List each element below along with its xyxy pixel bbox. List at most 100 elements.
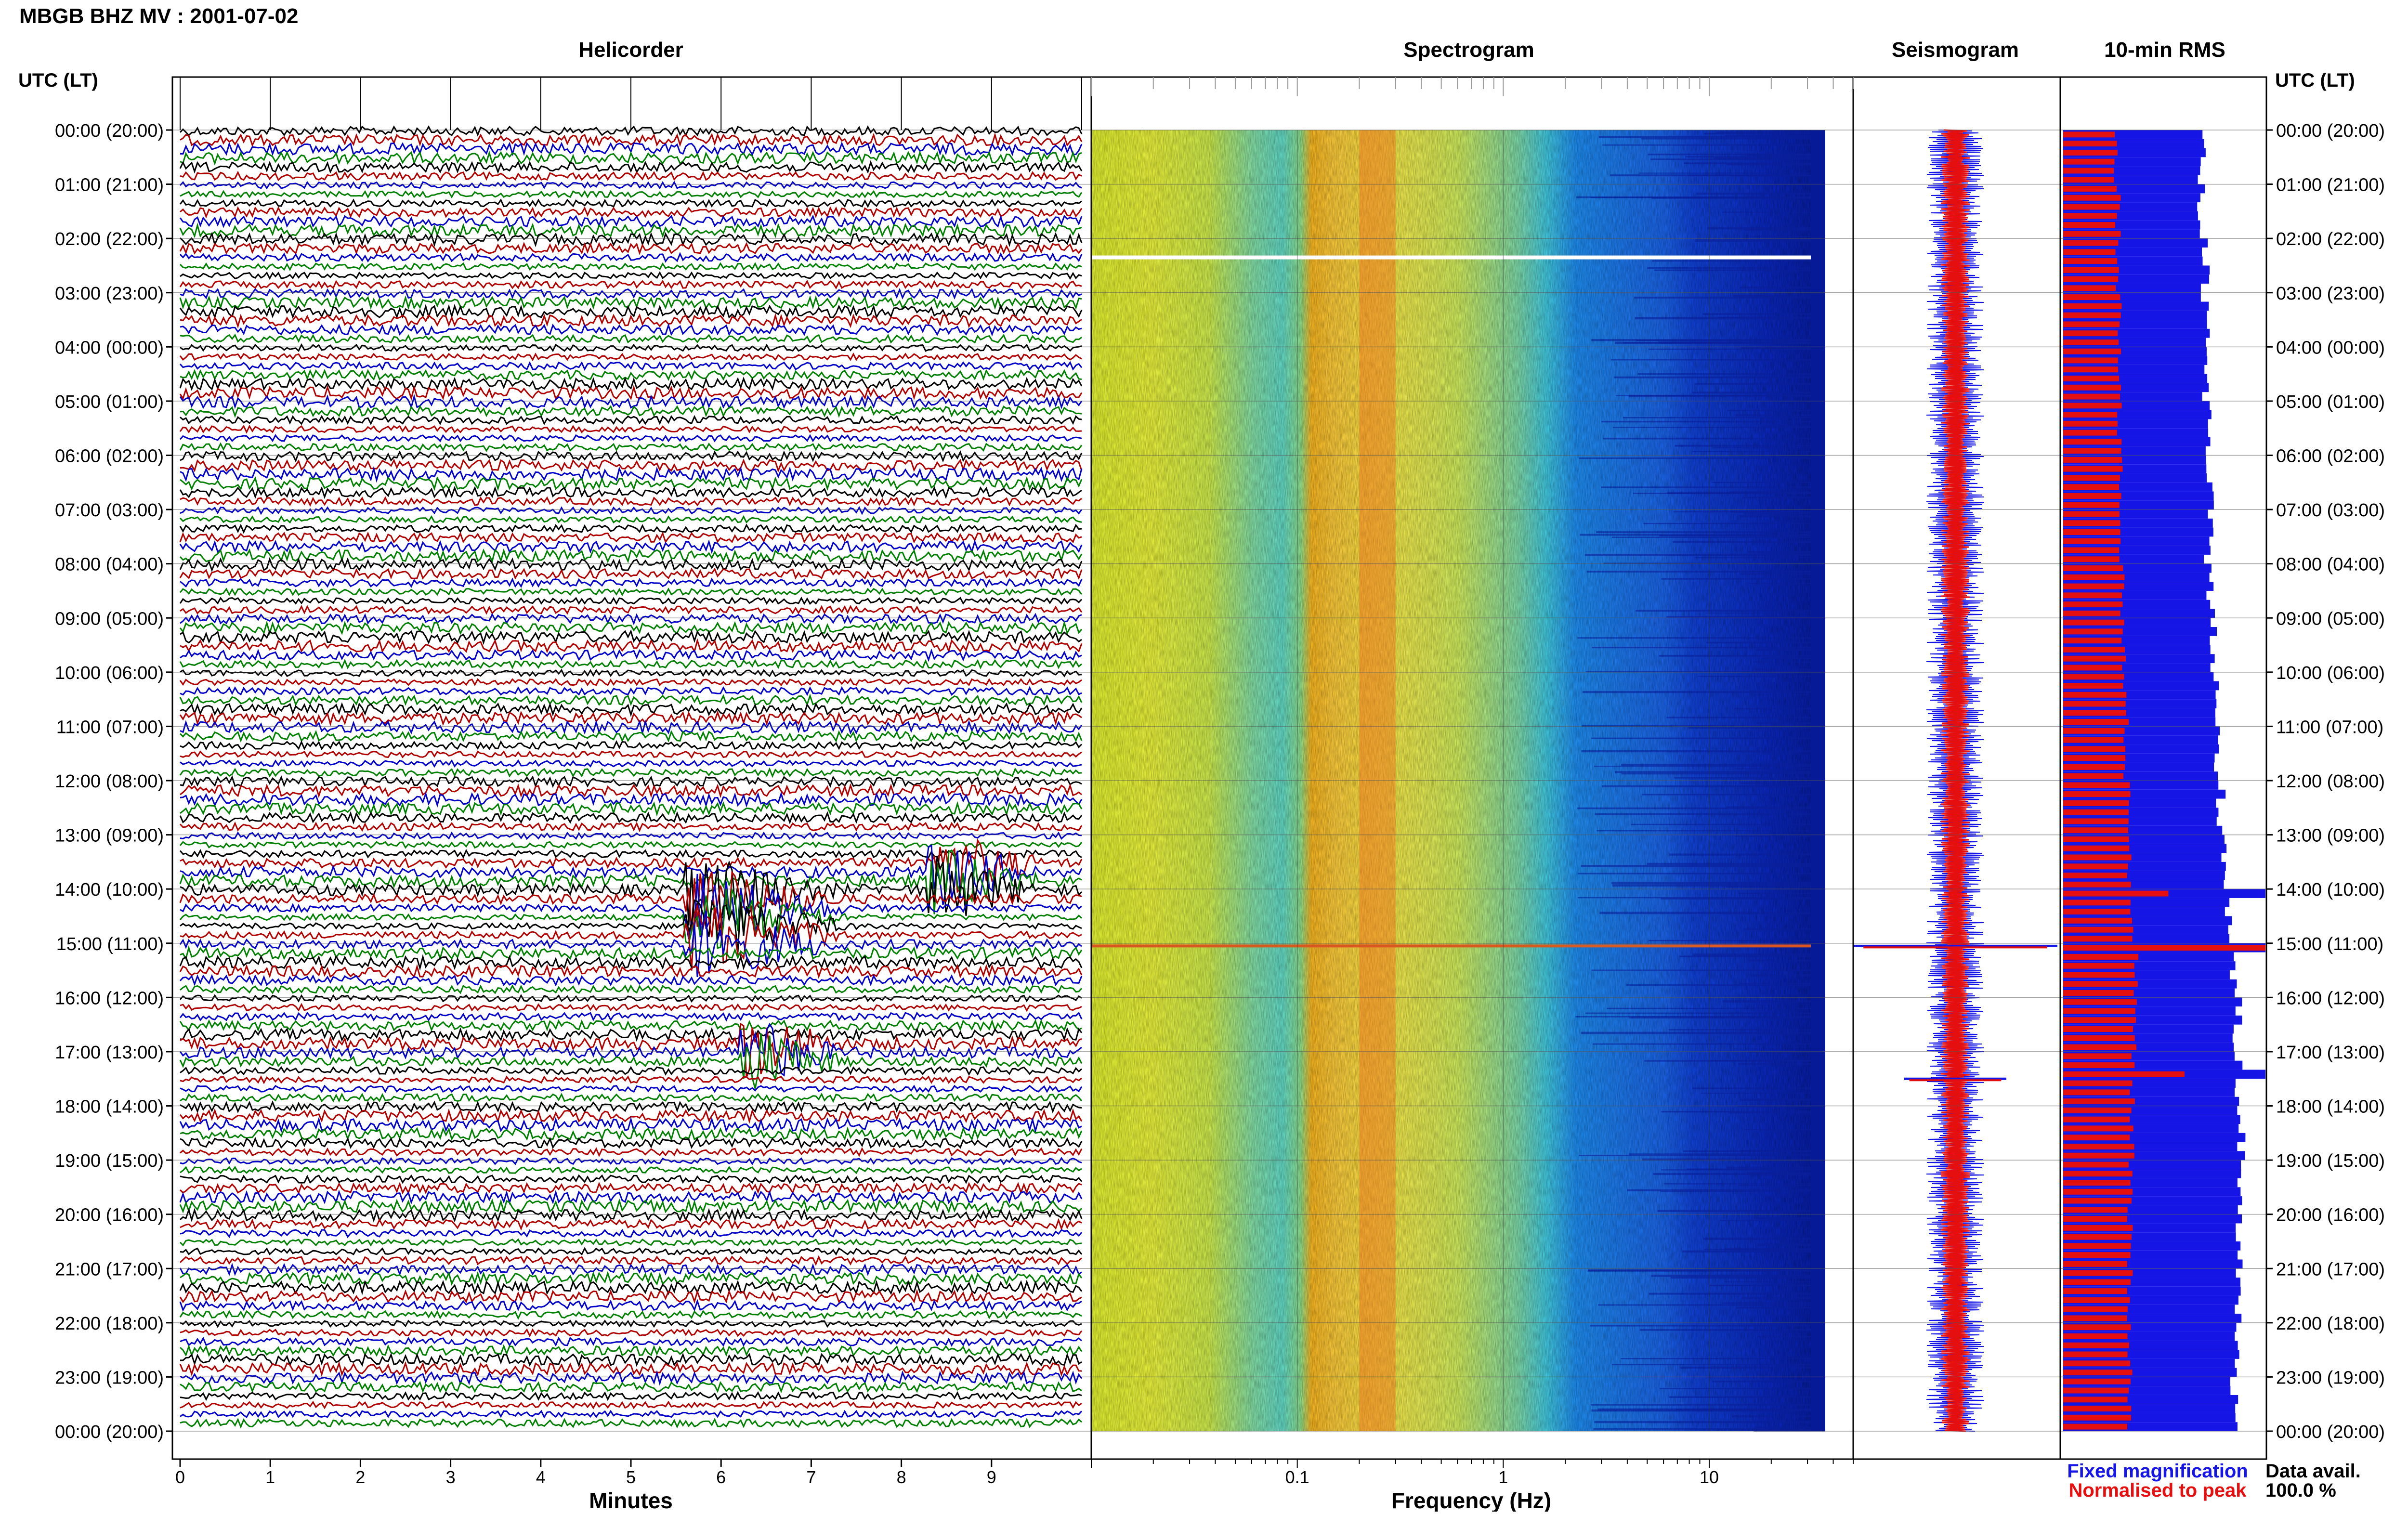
helicorder-trace-line <box>179 710 1082 727</box>
time-label-right: 20:00 (16:00) <box>2276 1205 2385 1226</box>
rms-bar-normalised <box>2063 511 2120 517</box>
spectrogram-x-tick-label: 1 <box>1498 1467 1508 1487</box>
helicorder-trace-line <box>179 485 1082 499</box>
helicorder-trace-line <box>180 206 1083 219</box>
helicorder-trace-line <box>179 953 1083 971</box>
helicorder-trace-line <box>180 466 1083 483</box>
time-label-right: 22:00 (18:00) <box>2276 1314 2385 1334</box>
helicorder-trace-line <box>180 1100 1082 1114</box>
spectrogram-data-gap <box>1091 255 1825 260</box>
helicorder-trace-line <box>180 405 1082 418</box>
spectrogram-title: Spectrogram <box>1403 38 1534 62</box>
rms-bar-normalised <box>2063 1234 2132 1240</box>
helicorder-trace-line <box>179 160 1083 174</box>
helicorder-trace-line <box>179 198 1082 208</box>
time-label-left: 12:00 (08:00) <box>55 771 164 792</box>
helicorder-trace-line <box>179 515 1082 524</box>
rms-bar-normalised <box>2063 357 2118 364</box>
rms-bar-normalised <box>2063 601 2123 608</box>
helicorder-trace-line <box>180 1126 1083 1142</box>
rms-bar-normalised <box>2063 927 2133 933</box>
helicorder-trace-line <box>180 1400 1082 1410</box>
rms-bar-normalised <box>2063 1116 2130 1122</box>
rms-bar-normalised <box>2063 457 2122 463</box>
time-label-right: 08:00 (04:00) <box>2276 555 2385 575</box>
rms-bar-normalised <box>2063 1026 2133 1032</box>
time-label-left: 00:00 (20:00) <box>55 1422 164 1442</box>
helicorder-trace-line <box>180 899 1082 953</box>
helicorder-trace-line <box>179 693 1083 706</box>
helicorder-trace-line <box>180 1352 1082 1368</box>
helicorder-trace-line <box>179 587 1083 597</box>
helicorder-trace-line <box>179 393 1083 410</box>
rms-bar-normalised <box>2063 1135 2130 1141</box>
time-label-left: 03:00 (23:00) <box>55 284 164 304</box>
rms-bar-normalised <box>2063 1162 2129 1168</box>
right-axis-label: UTC (LT) <box>2275 70 2355 91</box>
rms-bar-normalised <box>2063 890 2169 897</box>
rms-bar-normalised <box>2063 1152 2134 1159</box>
time-label-right: 21:00 (17:00) <box>2276 1259 2385 1279</box>
helicorder-x-tick-label: 3 <box>446 1467 456 1487</box>
spectrogram-x-tick-label: 10 <box>1700 1467 1719 1487</box>
rms-bar-normalised <box>2063 141 2117 147</box>
rms-bar-normalised <box>2063 420 2118 427</box>
helicorder-trace-line <box>179 767 1082 778</box>
helicorder-x-tick-label: 7 <box>806 1467 816 1487</box>
rms-bar-normalised <box>2063 782 2130 788</box>
time-label-left: 07:00 (03:00) <box>55 500 164 521</box>
helicorder-trace-line <box>179 1310 1082 1320</box>
helicorder-trace-line <box>180 1218 1082 1231</box>
helicorder-trace-line <box>180 1328 1083 1338</box>
rms-bar-normalised <box>2063 1062 2135 1069</box>
time-label-left: 06:00 (02:00) <box>55 446 164 467</box>
rms-bar-normalised <box>2063 999 2137 1005</box>
rms-bar-normalised <box>2063 538 2121 544</box>
rms-bar-normalised <box>2063 348 2121 354</box>
legend-fixed-magnification: Fixed magnification <box>2067 1461 2248 1482</box>
rms-bar-normalised <box>2063 583 2124 589</box>
rms-bar-normalised <box>2063 701 2126 707</box>
rms-bar-normalised <box>2063 466 2123 472</box>
helicorder-trace-line <box>179 1361 1082 1377</box>
rms-bar-normalised <box>2063 1053 2132 1059</box>
rms-bar-normalised <box>2063 574 2125 580</box>
rms-bar-normalised <box>2063 646 2125 653</box>
rms-bar-normalised <box>2063 1216 2127 1222</box>
rms-bar-normalised <box>2063 267 2119 273</box>
helicorder-trace-line <box>180 945 1083 961</box>
time-label-right: 16:00 (12:00) <box>2276 988 2385 1008</box>
figure-title: MBGB BHZ MV : 2001-07-02 <box>19 4 298 28</box>
rms-bar-normalised <box>2063 1288 2127 1294</box>
helicorder-trace-line <box>179 567 1083 580</box>
helicorder-trace-line <box>180 801 1083 817</box>
rms-bar-normalised <box>2063 628 2123 635</box>
helicorder-title: Helicorder <box>578 38 683 62</box>
time-label-right: 02:00 (22:00) <box>2276 229 2385 249</box>
rms-bar-normalised <box>2063 403 2122 409</box>
helicorder-trace-line <box>180 1336 1082 1347</box>
rms-bar-normalised <box>2063 547 2120 553</box>
time-label-left: 05:00 (01:00) <box>55 392 164 412</box>
helicorder-x-tick-label: 5 <box>626 1467 636 1487</box>
rms-bar-normalised <box>2063 195 2121 201</box>
rms-bar-normalised <box>2063 719 2129 725</box>
helicorder-trace-line <box>179 1238 1082 1247</box>
helicorder-x-tick-label: 9 <box>987 1467 996 1487</box>
helicorder-trace-line <box>180 759 1082 768</box>
helicorder-trace-line <box>180 313 1082 329</box>
rms-bar-normalised <box>2063 909 2131 915</box>
helicorder-trace-line <box>180 1166 1082 1175</box>
helicorder-trace-line <box>179 678 1082 687</box>
helicorder-trace-line <box>180 791 1083 808</box>
helicorder-trace-line <box>180 170 1082 182</box>
rms-bar-normalised <box>2063 827 2128 834</box>
rms-bar-normalised <box>2063 1370 2133 1376</box>
rms-bar-normalised <box>2063 1171 2133 1177</box>
helicorder-trace-line <box>179 1108 1083 1124</box>
rms-bar-normalised <box>2063 1198 2132 1204</box>
helicorder-trace-line <box>179 964 1083 979</box>
rms-bar-normalised <box>2063 1035 2135 1041</box>
rms-bar-normalised <box>2063 710 2126 716</box>
